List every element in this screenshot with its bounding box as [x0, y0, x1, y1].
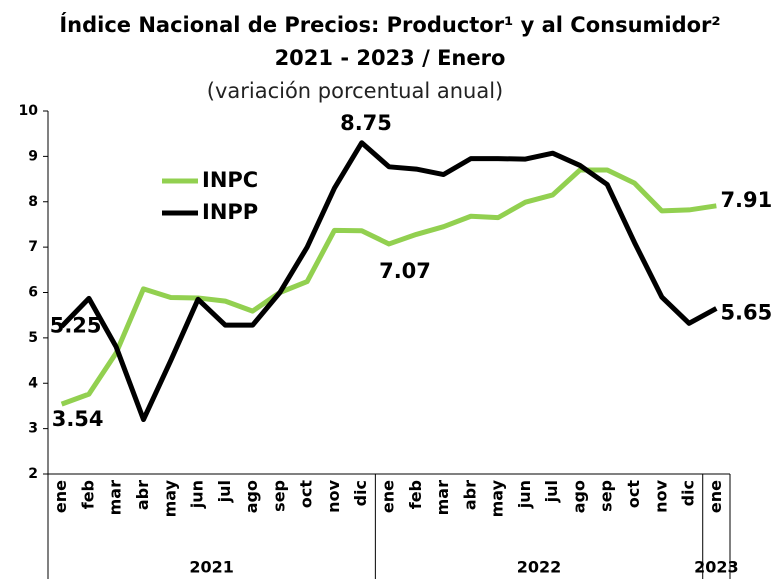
legend-label: INPP: [202, 200, 258, 224]
data-label: 7.91: [720, 188, 772, 212]
x-tick-label: ene: [379, 480, 398, 513]
chart-title: Índice Nacional de Precios: Productor¹ y…: [59, 12, 720, 37]
x-tick-label: jul: [215, 480, 234, 503]
x-tick-label: ene: [51, 480, 70, 513]
y-tick-label: 6: [28, 285, 38, 301]
series-line: [59, 140, 718, 423]
y-tick-label: 8: [28, 194, 38, 210]
x-tick-label: ene: [706, 480, 725, 513]
x-tick-label: ago: [569, 480, 588, 513]
x-tick-label: nov: [324, 479, 343, 512]
x-tick-label: sep: [269, 480, 288, 512]
x-tick-label: mar: [433, 480, 452, 515]
x-tick-label: mar: [106, 480, 125, 515]
legend-label: INPC: [202, 168, 258, 192]
x-tick-label: oct: [297, 480, 316, 508]
y-tick-label: 2: [28, 466, 38, 482]
data-label: 7.07: [379, 259, 431, 283]
x-tick-label: feb: [78, 480, 97, 509]
series-line: [60, 167, 717, 407]
y-tick-label: 9: [28, 148, 38, 164]
data-label: 5.65: [720, 300, 772, 324]
x-tick-label: abr: [460, 480, 479, 510]
y-tick-label: 3: [28, 421, 38, 437]
x-tick-label: may: [160, 479, 179, 517]
data-label: 3.54: [52, 407, 104, 431]
year-label: 2022: [517, 558, 562, 577]
y-tick-label: 10: [19, 103, 39, 119]
x-tick-label: oct: [624, 480, 643, 508]
y-tick-label: 5: [28, 330, 38, 346]
chart-subtitle: (variación porcentual anual): [207, 79, 503, 103]
chart-title-line2: 2021 - 2023 / Enero: [275, 46, 506, 70]
x-tick-label: sep: [597, 480, 616, 512]
y-tick-label: 4: [28, 375, 38, 391]
x-tick-label: dic: [351, 480, 370, 506]
data-label: 5.25: [50, 314, 102, 338]
y-tick-label: 7: [28, 239, 38, 255]
x-tick-label: jun: [188, 480, 207, 509]
x-tick-label: ago: [242, 480, 261, 513]
year-label: 2021: [189, 558, 234, 577]
x-tick-label: may: [488, 479, 507, 517]
x-tick-label: abr: [133, 480, 152, 510]
x-tick-label: dic: [679, 480, 698, 506]
x-tick-label: feb: [406, 480, 425, 509]
x-tick-label: nov: [651, 479, 670, 512]
year-label: 2023: [694, 558, 739, 577]
x-tick-label: jul: [542, 480, 561, 503]
annotation: 8.75: [340, 111, 392, 135]
x-tick-label: jun: [515, 480, 534, 509]
